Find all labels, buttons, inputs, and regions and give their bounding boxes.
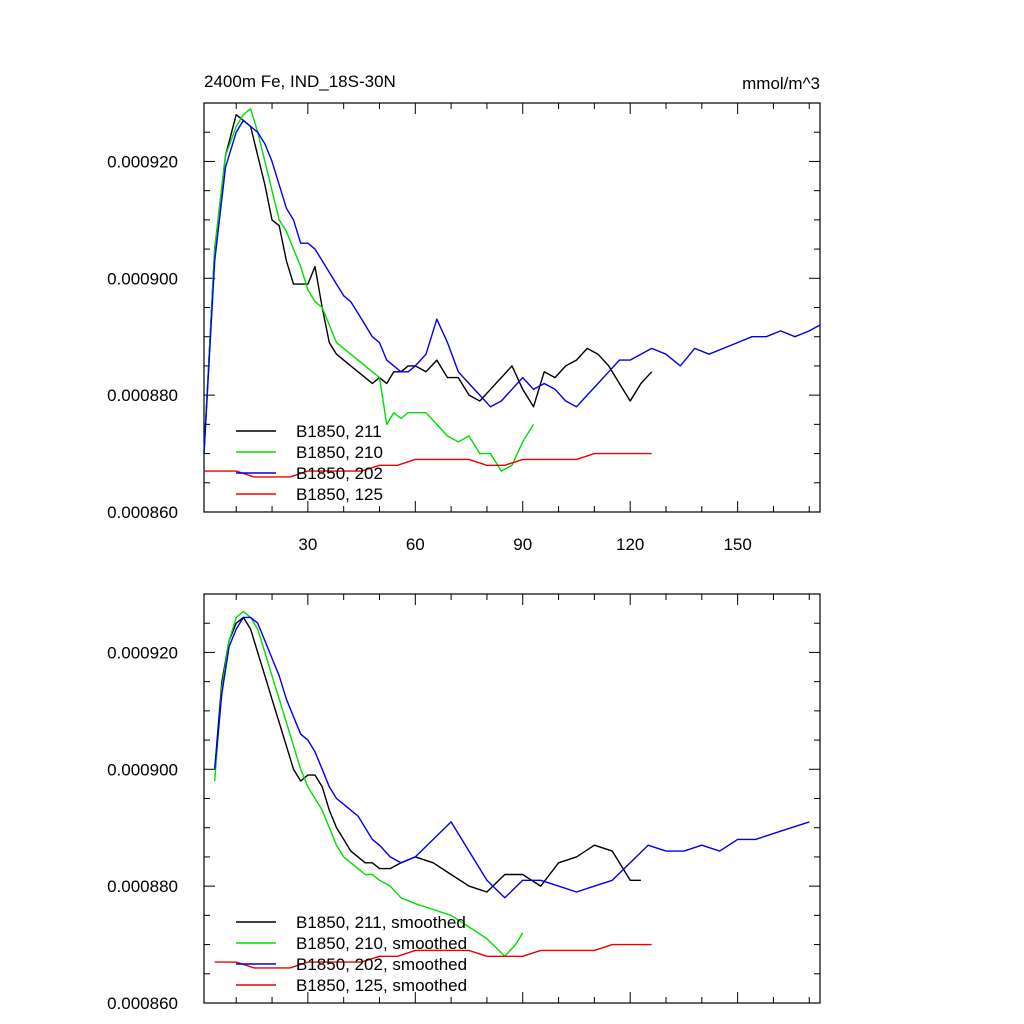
legend-label: B1850, 210, smoothed (296, 934, 467, 953)
legend-label: B1850, 202, smoothed (296, 955, 467, 974)
legend-label: B1850, 125 (296, 485, 383, 504)
y-tick-label: 0.000880 (107, 877, 178, 896)
x-tick-label: 30 (298, 535, 317, 554)
series-line-4 (214, 943, 652, 969)
y-tick-label: 0.000880 (107, 386, 178, 405)
series-line-1 (203, 113, 653, 454)
legend-label: B1850, 210 (296, 443, 383, 462)
legend-label: B1850, 211 (296, 422, 382, 441)
chart-title: 2400m Fe, IND_18S-30N (204, 72, 396, 91)
series-line-2 (203, 108, 535, 472)
y-tick-label: 0.000900 (107, 760, 178, 779)
legend-label: B1850, 125, smoothed (296, 976, 467, 995)
x-tick-label: 60 (406, 535, 425, 554)
units-label: mmol/m^3 (742, 74, 820, 93)
legend-label: B1850, 202 (296, 464, 383, 483)
series-line-2 (214, 610, 524, 957)
legend: B1850, 211, smoothed B1850, 210, smoothed… (236, 913, 467, 995)
y-tick-label: 0.000900 (107, 269, 178, 288)
series-line-3 (214, 616, 810, 899)
y-tick-label: 0.000920 (107, 152, 178, 171)
x-tick-label: 150 (723, 535, 751, 554)
x-tick-label: 120 (616, 535, 644, 554)
legend-label: B1850, 211, smoothed (296, 913, 466, 932)
y-tick-label: 0.000860 (107, 503, 178, 522)
chart-panel-2: 0.000860 0.000880 0.000900 0.000920 B1850, 2… (107, 593, 821, 1013)
series-line-3 (203, 119, 821, 454)
legend: B1850, 211 B1850, 210 B1850, 202 B1850, 125 (236, 422, 383, 504)
chart-panel-1: 2400m Fe, IND_18S-30N mmol/m^3 30 60 90 120 15… (107, 72, 821, 554)
series-line-1 (214, 616, 641, 893)
x-tick-label: 90 (513, 535, 532, 554)
y-tick-label: 0.000920 (107, 643, 178, 662)
y-tick-label: 0.000860 (107, 994, 178, 1013)
series-line-4 (204, 452, 652, 478)
